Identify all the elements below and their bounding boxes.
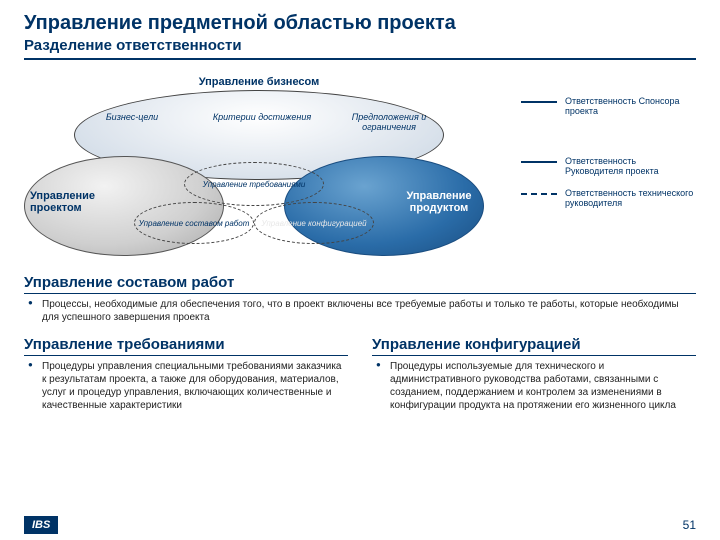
venn-diagram: Управление бизнесом Бизнес-цели Критерии… <box>24 68 504 268</box>
dashed-ellipse-1: Управление требованиями <box>184 162 324 206</box>
column-left: Управление требованиями Процедуры управл… <box>24 330 348 412</box>
top-sub-2: Критерии достижения <box>212 112 312 122</box>
dashed-ellipse-2: Управление составом работ <box>134 202 254 244</box>
top-sub-1: Бизнес-цели <box>92 112 172 122</box>
section-reqs-title: Управление требованиями <box>24 336 348 353</box>
legend-row-1: Ответственность Спонсора проекта <box>521 96 696 116</box>
legend-row-2: Ответственность Руководителя проекта <box>521 156 696 176</box>
legend-text-3: Ответственность технического руководител… <box>565 188 696 208</box>
legend-line-dashed-icon <box>521 193 557 195</box>
page-title: Управление предметной областью проекта <box>24 12 696 35</box>
title-separator <box>24 58 696 60</box>
logo-badge: IBS <box>24 516 58 534</box>
column-right: Управление конфигурацией Процедуры испол… <box>372 330 696 412</box>
legend-text-1: Ответственность Спонсора проекта <box>565 96 696 116</box>
top-sub-3: Предположения и ограничения <box>334 112 444 132</box>
dashed-ellipse-3: Управление конфигурацией <box>254 202 374 244</box>
section-separator <box>372 355 696 356</box>
left-ellipse-label: Управление проектом <box>30 190 120 214</box>
two-column-layout: Управление требованиями Процедуры управл… <box>24 330 696 412</box>
legend-line-solid-icon <box>521 161 557 163</box>
page-number: 51 <box>683 518 696 532</box>
section-reqs-text: Процедуры управления специальными требов… <box>24 360 348 412</box>
section-separator <box>24 293 696 294</box>
footer: IBS 51 <box>24 516 696 534</box>
section-config-title: Управление конфигурацией <box>372 336 696 353</box>
legend-text-2: Ответственность Руководителя проекта <box>565 156 696 176</box>
diagram-container: Управление бизнесом Бизнес-цели Критерии… <box>24 68 696 268</box>
right-ellipse-label: Управление продуктом <box>394 190 484 214</box>
section-separator <box>24 355 348 356</box>
section-scope-title: Управление составом работ <box>24 274 696 291</box>
section-config-text: Процедуры используемые для технического … <box>372 360 696 412</box>
page-subtitle: Разделение ответственности <box>24 37 696 54</box>
legend: Ответственность Спонсора проекта Ответст… <box>521 68 696 220</box>
legend-row-3: Ответственность технического руководител… <box>521 188 696 208</box>
legend-line-solid-icon <box>521 101 557 103</box>
top-ellipse-label: Управление бизнесом <box>74 76 444 88</box>
section-scope-text: Процессы, необходимые для обеспечения то… <box>24 298 696 324</box>
